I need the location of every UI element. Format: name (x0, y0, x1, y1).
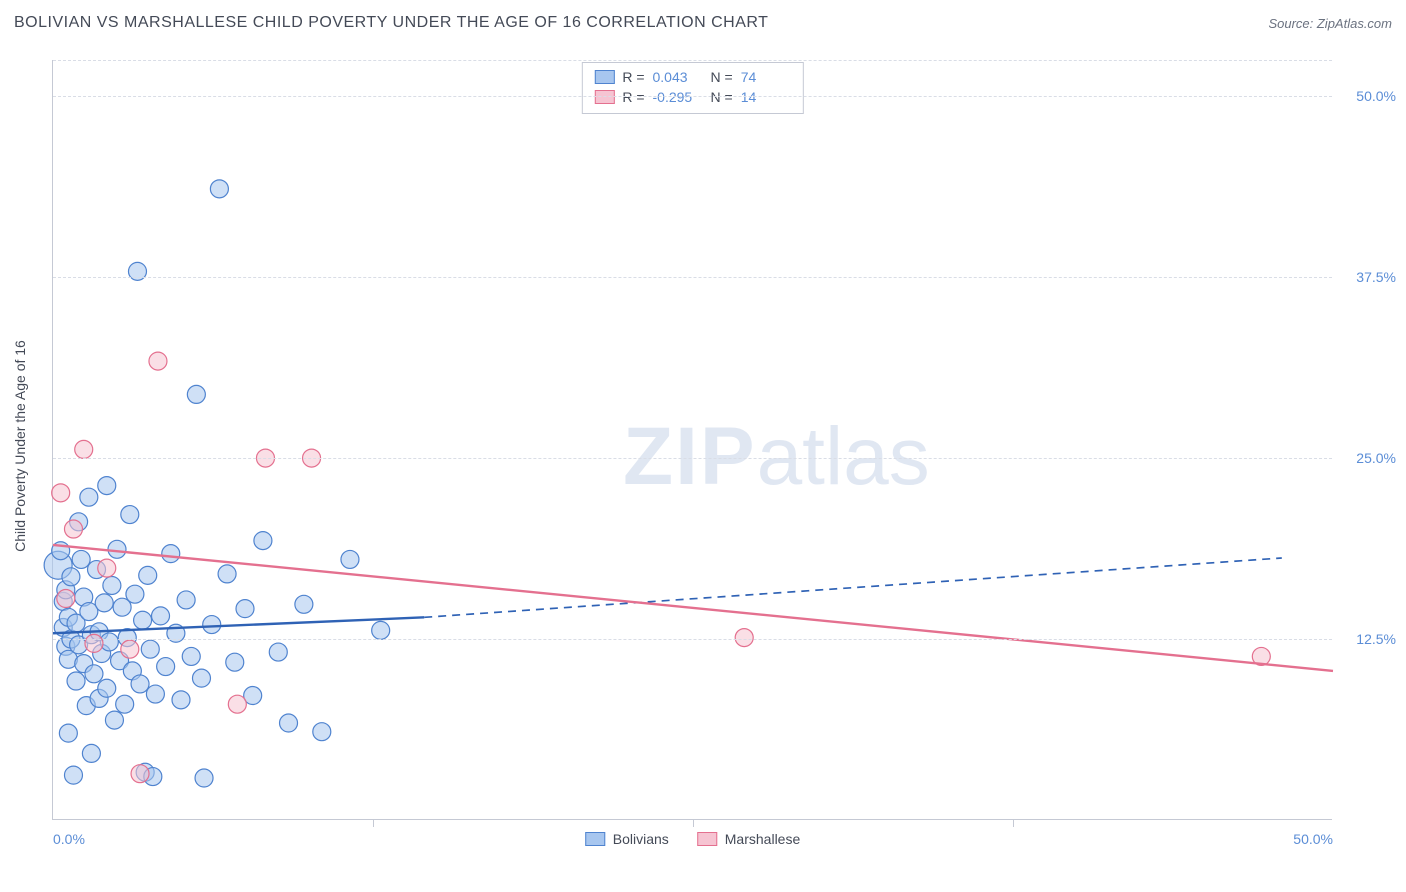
scatter-point (280, 714, 298, 732)
scatter-point (103, 576, 121, 594)
scatter-point (182, 647, 200, 665)
y-tick-label: 50.0% (1356, 88, 1396, 104)
scatter-point (105, 711, 123, 729)
chart-header: BOLIVIAN VS MARSHALLESE CHILD POVERTY UN… (14, 14, 1392, 32)
scatter-point (313, 723, 331, 741)
gridline (53, 96, 1332, 97)
scatter-point (116, 695, 134, 713)
scatter-point (172, 691, 190, 709)
scatter-point (228, 695, 246, 713)
scatter-point (57, 590, 75, 608)
scatter-point (218, 565, 236, 583)
scatter-point (146, 685, 164, 703)
scatter-point (210, 180, 228, 198)
scatter-point (72, 550, 90, 568)
scatter-plot-svg (53, 60, 1332, 819)
swatch-blue-icon (585, 832, 605, 846)
source-name: ZipAtlas.com (1317, 16, 1392, 31)
x-tick (373, 819, 374, 827)
scatter-point (75, 440, 93, 458)
scatter-point (177, 591, 195, 609)
scatter-point (735, 629, 753, 647)
scatter-point (203, 616, 221, 634)
source-prefix: Source: (1268, 16, 1316, 31)
chart-title: BOLIVIAN VS MARSHALLESE CHILD POVERTY UN… (14, 14, 768, 32)
scatter-point (64, 766, 82, 784)
gridline (53, 639, 1332, 640)
scatter-point (108, 540, 126, 558)
scatter-point (52, 484, 70, 502)
series-legend: Bolivians Marshallese (585, 831, 801, 847)
scatter-point (269, 643, 287, 661)
scatter-point (121, 640, 139, 658)
scatter-point (341, 550, 359, 568)
chart-source: Source: ZipAtlas.com (1268, 16, 1392, 31)
scatter-point (85, 634, 103, 652)
y-tick-label: 37.5% (1356, 269, 1396, 285)
y-tick-label: 25.0% (1356, 450, 1396, 466)
y-axis-title: Child Poverty Under the Age of 16 (12, 340, 28, 552)
scatter-point (121, 506, 139, 524)
scatter-point (192, 669, 210, 687)
scatter-point (236, 600, 254, 618)
x-tick (1013, 819, 1014, 827)
legend-item-marshallese: Marshallese (697, 831, 800, 847)
scatter-point (67, 672, 85, 690)
scatter-point (98, 679, 116, 697)
chart-plot-area: ZIPatlas R = 0.043 N = 74 R = -0.295 N =… (52, 60, 1332, 820)
scatter-point (295, 595, 313, 613)
swatch-pink-icon (697, 832, 717, 846)
x-tick-label: 0.0% (53, 831, 85, 847)
scatter-point (141, 640, 159, 658)
scatter-point (226, 653, 244, 671)
scatter-point (98, 559, 116, 577)
scatter-point (139, 566, 157, 584)
scatter-point (126, 585, 144, 603)
scatter-point (152, 607, 170, 625)
y-tick-label: 12.5% (1356, 631, 1396, 647)
scatter-point (131, 765, 149, 783)
scatter-point (64, 520, 82, 538)
scatter-point (372, 621, 390, 639)
scatter-point (162, 545, 180, 563)
scatter-point (95, 594, 113, 612)
scatter-point (157, 658, 175, 676)
scatter-point (149, 352, 167, 370)
scatter-point (59, 724, 77, 742)
scatter-point (98, 477, 116, 495)
scatter-point (187, 385, 205, 403)
gridline (53, 60, 1332, 61)
trend-line (53, 617, 424, 633)
scatter-point (62, 568, 80, 586)
scatter-point (80, 488, 98, 506)
legend-label-bolivians: Bolivians (613, 831, 669, 847)
scatter-point (134, 611, 152, 629)
x-tick-label: 50.0% (1293, 831, 1333, 847)
legend-item-bolivians: Bolivians (585, 831, 669, 847)
x-tick (693, 819, 694, 827)
scatter-point (195, 769, 213, 787)
scatter-point (131, 675, 149, 693)
gridline (53, 458, 1332, 459)
scatter-point (85, 665, 103, 683)
trend-line-dashed (424, 558, 1282, 617)
scatter-point (82, 744, 100, 762)
gridline (53, 277, 1332, 278)
scatter-point (254, 532, 272, 550)
legend-label-marshallese: Marshallese (725, 831, 800, 847)
